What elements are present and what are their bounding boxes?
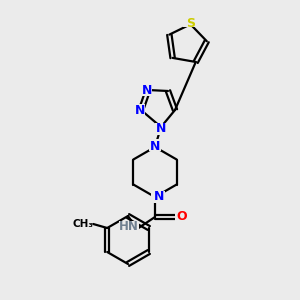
Bar [74,218,92,230]
Text: HN: HN [119,220,139,233]
Bar [119,221,139,233]
Text: N: N [156,122,166,134]
Text: N: N [150,140,160,152]
Bar [155,123,167,135]
Text: N: N [135,103,145,116]
Bar [149,139,161,151]
Text: CH₃: CH₃ [73,219,94,229]
Text: S: S [186,17,195,30]
Text: N: N [154,190,164,203]
Bar [140,84,152,96]
Bar [151,191,165,203]
Bar [133,104,145,116]
Text: N: N [142,83,152,97]
Bar [184,15,197,27]
Bar [175,211,189,223]
Text: O: O [177,211,187,224]
